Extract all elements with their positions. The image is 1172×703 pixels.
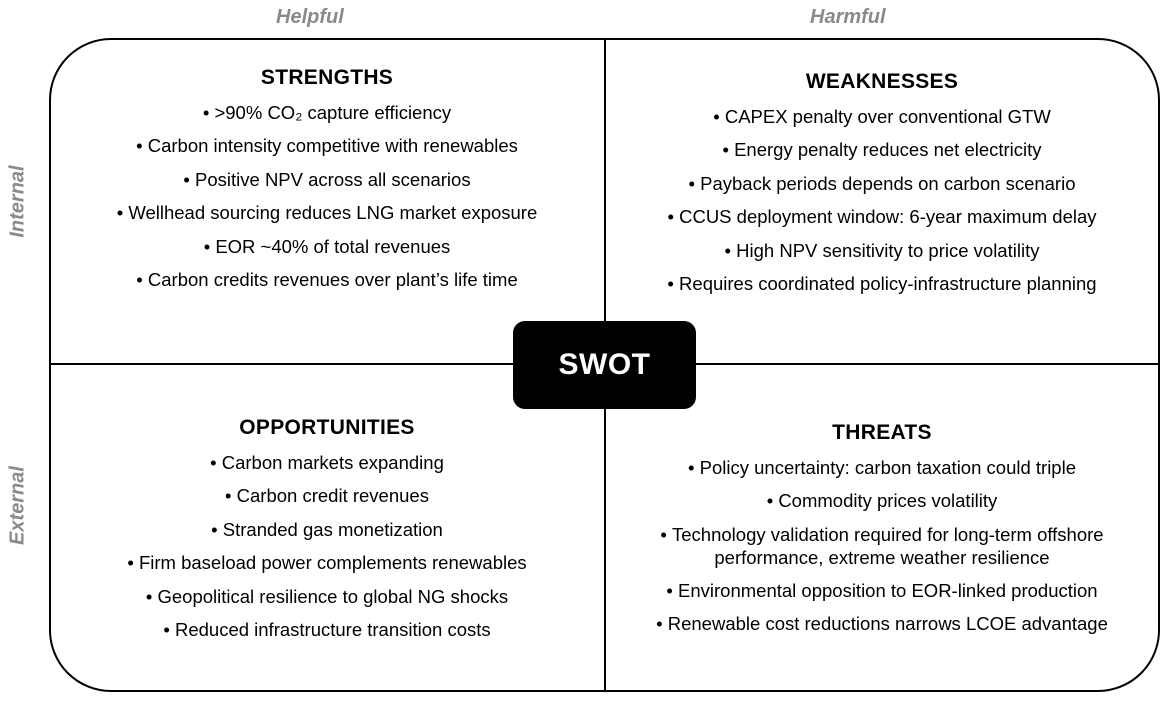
strength-item: Wellhead sourcing reduces LNG market exp… [52,196,602,229]
weakness-item: High NPV sensitivity to price volatility [607,234,1157,267]
weakness-item: Requires coordinated policy-infrastructu… [607,267,1157,300]
strengths-list: >90% CO₂ capture efficiency Carbon inten… [52,96,602,296]
weakness-item: CAPEX penalty over conventional GTW [607,100,1157,133]
threat-item: Technology validation required for long-… [607,518,1157,574]
weaknesses-quadrant: WEAKNESSES CAPEX penalty over convention… [607,70,1157,300]
strength-item: EOR ~40% of total revenues [52,230,602,263]
strength-item: Carbon intensity competitive with renewa… [52,129,602,162]
swot-center-badge: SWOT [513,321,696,409]
threat-item: Commodity prices volatility [607,484,1157,517]
opportunity-item: Carbon markets expanding [52,446,602,479]
threats-list: Policy uncertainty: carbon taxation coul… [607,451,1157,641]
threat-item: Renewable cost reductions narrows LCOE a… [607,607,1157,640]
strength-item: Positive NPV across all scenarios [52,163,602,196]
strength-item: >90% CO₂ capture efficiency [52,96,602,129]
weaknesses-list: CAPEX penalty over conventional GTW Ener… [607,100,1157,300]
opportunities-title: OPPORTUNITIES [239,416,415,439]
opportunity-item: Reduced infrastructure transition costs [52,613,602,646]
opportunity-item: Geopolitical resilience to global NG sho… [52,580,602,613]
threats-title: THREATS [832,421,932,444]
threat-item: Policy uncertainty: carbon taxation coul… [607,451,1157,484]
opportunities-quadrant: OPPORTUNITIES Carbon markets expanding C… [52,416,602,646]
weakness-item: Energy penalty reduces net electricity [607,133,1157,166]
weakness-item: Payback periods depends on carbon scenar… [607,167,1157,200]
internal-label: Internal [6,165,29,238]
opportunity-item: Firm baseload power complements renewabl… [52,546,602,579]
threat-item: Environmental opposition to EOR-linked p… [607,574,1157,607]
helpful-label: Helpful [276,6,344,28]
strengths-quadrant: STRENGTHS >90% CO₂ capture efficiency Ca… [52,66,602,296]
opportunity-item: Stranded gas monetization [52,513,602,546]
weakness-item: CCUS deployment window: 6-year maximum d… [607,200,1157,233]
external-label: External [6,466,29,545]
strengths-title: STRENGTHS [260,66,394,89]
strength-item: Carbon credits revenues over plant’s lif… [52,263,602,296]
weaknesses-title: WEAKNESSES [805,70,959,93]
opportunity-item: Carbon credit revenues [52,479,602,512]
opportunities-list: Carbon markets expanding Carbon credit r… [52,446,602,646]
harmful-label: Harmful [810,6,886,28]
threats-quadrant: THREATS Policy uncertainty: carbon taxat… [607,421,1157,641]
